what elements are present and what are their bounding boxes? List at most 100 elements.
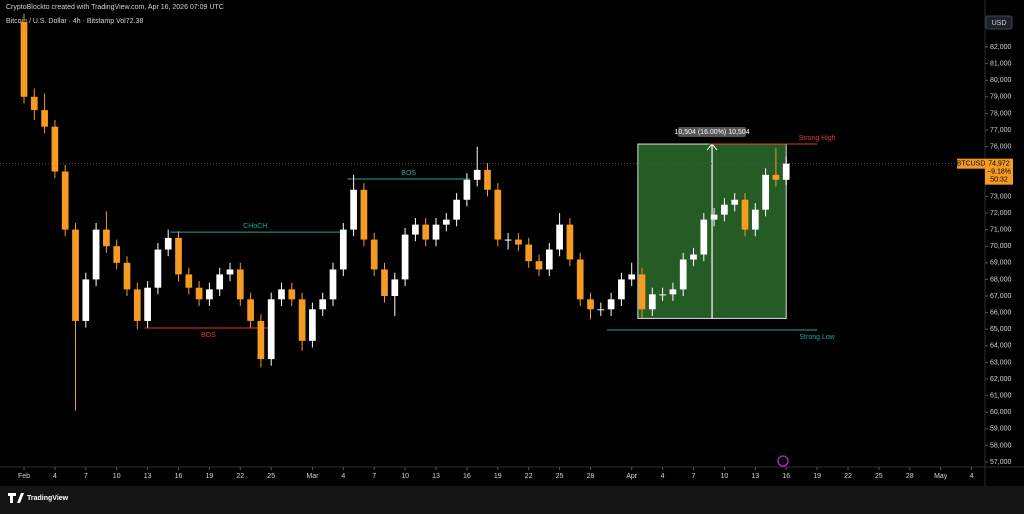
x-tick-label: 22: [844, 473, 852, 480]
candle-body: [267, 299, 275, 360]
event-icon[interactable]: [777, 455, 789, 467]
y-tick-label: 63,000: [990, 359, 1012, 366]
x-tick-label: 19: [494, 473, 502, 480]
candle-body: [216, 274, 224, 290]
candle-body: [370, 239, 378, 270]
x-tick-label: 10: [401, 473, 409, 480]
candle-body: [731, 199, 739, 205]
candle-body: [329, 269, 337, 300]
y-tick-label: 62,000: [990, 376, 1012, 383]
x-tick-label: 7: [692, 473, 696, 480]
candle-body: [597, 309, 605, 311]
measure-label: 10,504 (16.00%) 10,504: [674, 129, 749, 136]
x-tick-label: 13: [432, 473, 440, 480]
candle-body: [206, 289, 213, 300]
x-tick-label: 22: [525, 473, 533, 480]
x-tick-label: 25: [267, 473, 275, 480]
y-tick-label: 77,000: [990, 127, 1012, 134]
candle-body: [535, 261, 543, 270]
candle-body: [401, 234, 409, 280]
candle-body: [236, 269, 244, 300]
y-tick-label: 71,000: [990, 226, 1012, 233]
x-tick-label: May: [934, 473, 948, 480]
y-tick-label: 67,000: [990, 293, 1012, 300]
currency[interactable]: USD: [992, 20, 1007, 27]
countdown: 50:32: [990, 177, 1008, 184]
candle-body: [20, 22, 28, 97]
candle-body: [556, 224, 563, 250]
x-tick-label: 28: [906, 473, 914, 480]
structure-label: BOS: [401, 170, 416, 177]
logo: [8, 493, 24, 503]
candle-body: [618, 279, 625, 300]
y-tick-label: 82,000: [990, 44, 1012, 51]
x-tick-label: 25: [556, 473, 564, 480]
candle-body: [257, 320, 265, 360]
candle-body: [628, 274, 636, 280]
structure-label: CHoCH: [243, 223, 267, 230]
x-tick-label: 16: [175, 473, 183, 480]
y-tick-label: 59,000: [990, 426, 1012, 433]
subtitle: Vol72.38: [116, 18, 143, 25]
x-tick-label: 10: [113, 473, 121, 480]
candle-body: [185, 274, 193, 288]
candle-body: [154, 249, 162, 288]
candle-body: [195, 287, 203, 300]
candle-body: [319, 299, 327, 310]
x-tick-label: 28: [587, 473, 595, 480]
x-tick-label: 4: [341, 473, 345, 480]
candle-body: [51, 126, 59, 172]
candle-body: [298, 299, 306, 341]
y-tick-label: 73,000: [990, 193, 1012, 200]
x-tick-label: 7: [372, 473, 376, 480]
x-tick-label: 4: [661, 473, 665, 480]
candle-body: [679, 259, 687, 290]
currency-box[interactable]: [985, 15, 1013, 30]
candle-body: [700, 219, 708, 255]
measure-label-box: [678, 127, 747, 138]
footer-logo: TradingView: [27, 495, 69, 502]
candle-body: [669, 289, 677, 295]
candle-body: [525, 244, 533, 262]
candle-body: [164, 237, 172, 250]
y-tick-label: 79,000: [990, 94, 1012, 101]
candle-body: [350, 189, 357, 230]
x-tick-label: 19: [813, 473, 821, 480]
x-tick-label: Feb: [18, 473, 30, 480]
structure-label: Strong Low: [799, 334, 835, 341]
candle-body: [391, 279, 399, 297]
price-tag: [985, 158, 1013, 185]
candle-body: [659, 294, 666, 296]
x-tick-label: 25: [875, 473, 883, 480]
candle-body: [226, 269, 234, 275]
candle-body: [442, 219, 450, 225]
candle-body: [82, 279, 90, 321]
x-tick-label: Mar: [306, 473, 319, 480]
last-price: 74,972: [988, 161, 1010, 168]
y-tick-label: 80,000: [990, 77, 1012, 84]
y-tick-label: 69,000: [990, 260, 1012, 267]
candle-body: [30, 96, 38, 111]
candle-body: [278, 289, 285, 300]
x-tick-label: 16: [463, 473, 471, 480]
candle-body: [133, 289, 141, 321]
y-tick-label: 58,000: [990, 442, 1012, 449]
candle-body: [751, 209, 759, 230]
y-tick-label: 66,000: [990, 309, 1012, 316]
footer-bar: [0, 486, 1024, 514]
x-tick-label: 13: [144, 473, 152, 480]
y-tick-label: 65,000: [990, 326, 1012, 333]
x-tick-label: Apr: [626, 473, 638, 480]
y-tick-label: 81,000: [990, 60, 1012, 67]
symbol-tag: [957, 158, 985, 169]
candle-body: [762, 174, 769, 210]
candle-body: [288, 289, 296, 300]
candle-body: [710, 214, 718, 220]
candle-body: [484, 169, 491, 190]
candle-body: [494, 189, 502, 240]
symbol: BTCUSD: [957, 161, 986, 168]
y-tick-label: 78,000: [990, 110, 1012, 117]
